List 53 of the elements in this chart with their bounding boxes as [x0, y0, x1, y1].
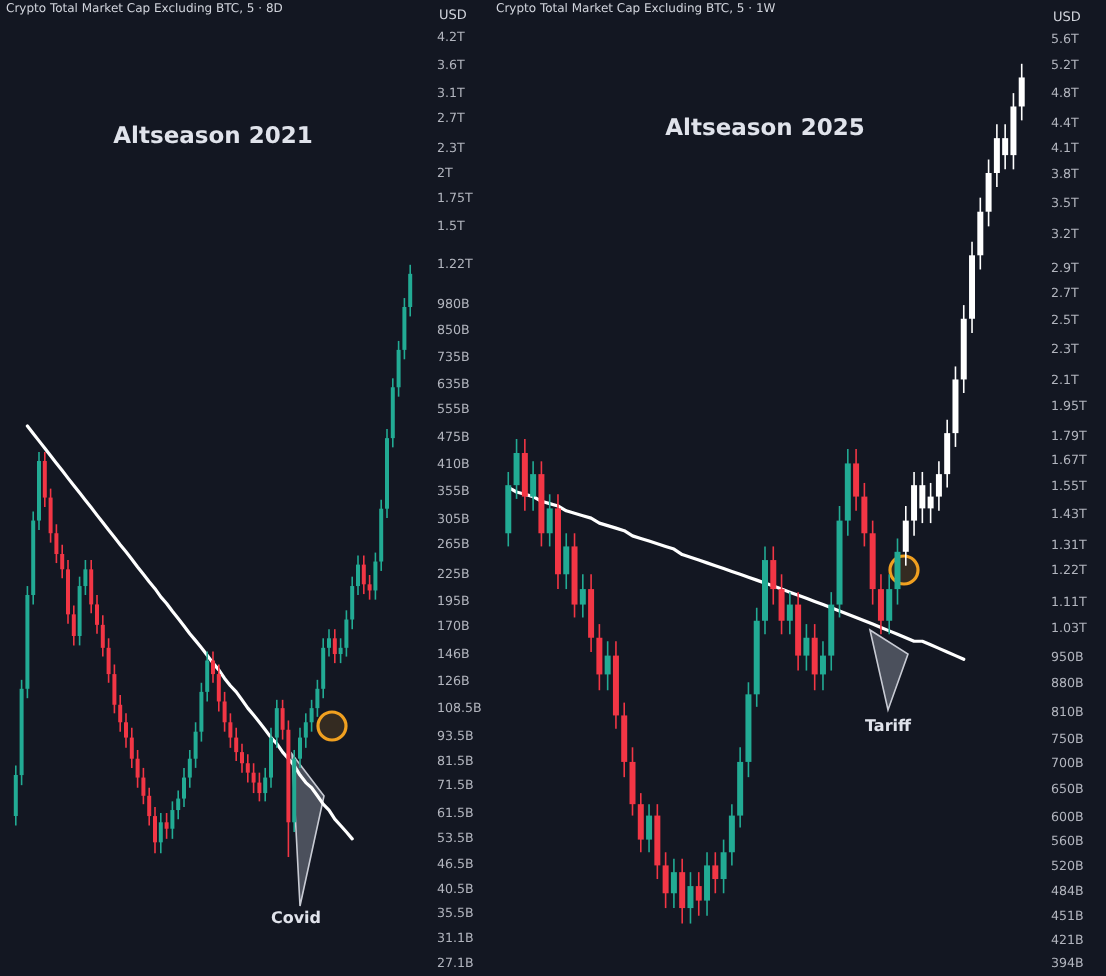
candlestick	[687, 871, 694, 925]
candlestick	[819, 640, 826, 692]
candlestick	[853, 448, 860, 512]
candlestick	[521, 438, 528, 512]
candlestick	[927, 482, 934, 524]
candlestick	[621, 701, 628, 778]
candlestick	[361, 554, 366, 595]
candlestick	[530, 460, 537, 512]
annotation: Covid	[270, 909, 322, 927]
candlestick	[679, 857, 686, 925]
candlestick	[911, 471, 918, 537]
candlestick	[670, 857, 677, 909]
candlestick	[993, 123, 1000, 188]
candlestick	[251, 762, 256, 794]
candlestick	[704, 851, 711, 917]
candlestick	[919, 471, 926, 524]
candlestick	[712, 851, 719, 895]
candlestick	[513, 438, 520, 500]
candlestick	[637, 792, 644, 854]
annotation: Tariff	[865, 717, 911, 735]
candlestick	[770, 545, 777, 606]
candlestick	[695, 871, 702, 917]
candlestick	[778, 573, 785, 636]
candlestick	[861, 482, 868, 548]
candlestick	[877, 573, 884, 636]
candlestick	[596, 623, 603, 692]
candlestick	[728, 803, 735, 867]
candlestick	[1018, 63, 1025, 122]
candlestick	[786, 591, 793, 636]
candlestick	[579, 573, 586, 619]
candlestick	[985, 158, 992, 228]
candlestick	[546, 493, 553, 548]
candlestick	[894, 537, 901, 606]
candlestick	[332, 628, 337, 664]
candlestick	[563, 532, 570, 590]
candlestick	[902, 505, 909, 567]
candlestick	[803, 623, 810, 672]
text: Altseason 2021	[113, 121, 313, 149]
candlestick	[629, 746, 636, 817]
candlestick	[646, 803, 653, 854]
candlestick	[604, 640, 611, 692]
line-series	[25, 424, 354, 841]
candlestick	[977, 196, 984, 271]
candlestick	[662, 851, 669, 909]
candlestick	[886, 573, 893, 636]
candlestick	[811, 623, 818, 692]
candlestick	[720, 838, 727, 895]
candlestick	[158, 812, 163, 855]
candlestick	[257, 771, 262, 803]
candlestick	[944, 419, 951, 489]
candlestick	[164, 812, 169, 840]
text: Altseason 2025	[665, 113, 865, 141]
candlestick	[935, 460, 942, 512]
